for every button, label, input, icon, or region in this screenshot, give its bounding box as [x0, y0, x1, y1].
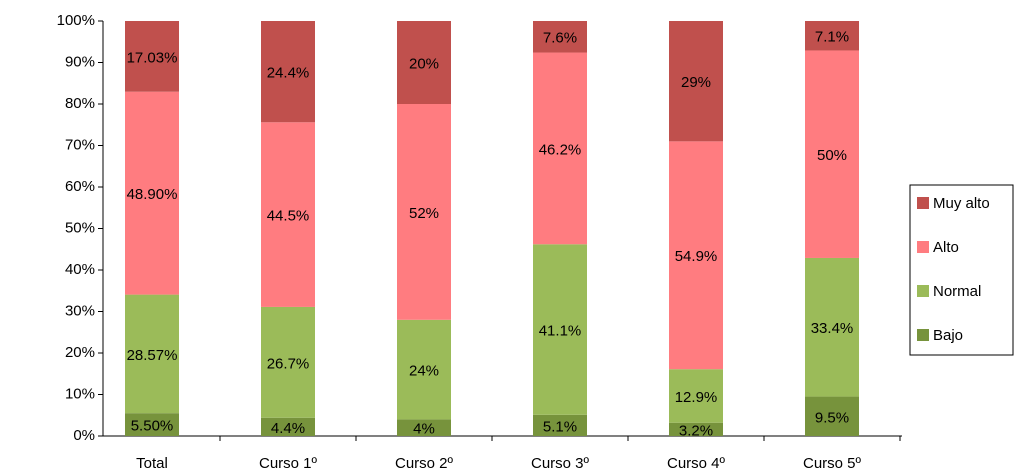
data-label: 44.5%	[267, 208, 310, 225]
bar-segment	[669, 422, 723, 436]
bar-segment	[533, 244, 587, 415]
bar-segment	[125, 413, 179, 436]
data-label: 41.1%	[539, 323, 582, 340]
y-tick-label: 30%	[65, 302, 95, 319]
bar-segment	[397, 21, 451, 104]
bar-segment	[261, 122, 315, 307]
data-label: 20%	[409, 55, 439, 72]
data-label: 52%	[409, 205, 439, 222]
bar-segment	[805, 50, 859, 258]
bar-segment	[397, 319, 451, 420]
bar-segment	[261, 306, 315, 418]
x-tick-label: Curso 5º	[803, 455, 862, 472]
bar-segment	[125, 294, 179, 414]
legend-swatch	[917, 241, 929, 253]
data-label: 24.4%	[267, 65, 310, 82]
y-tick-label: 90%	[65, 53, 95, 70]
bar-segment	[533, 21, 587, 53]
bar-segment	[533, 52, 587, 245]
bar-segment	[397, 104, 451, 320]
y-tick-label: 100%	[57, 12, 95, 29]
y-tick-label: 60%	[65, 178, 95, 195]
data-label: 17.03%	[127, 49, 178, 66]
legend-label: Muy alto	[933, 195, 990, 212]
x-tick-label: Curso 2º	[395, 455, 454, 472]
y-tick-label: 70%	[65, 136, 95, 153]
data-label: 24%	[409, 363, 439, 380]
legend-label: Bajo	[933, 327, 963, 344]
legend-label: Normal	[933, 283, 981, 300]
data-label: 7.1%	[815, 29, 849, 46]
bar-segment	[669, 21, 723, 142]
legend-label: Alto	[933, 239, 959, 256]
bar-segment	[397, 419, 451, 436]
legend-box	[909, 184, 1014, 356]
x-tick-label: Total	[136, 455, 168, 472]
x-tick-label: Curso 3º	[531, 455, 590, 472]
data-label: 50%	[817, 147, 847, 164]
bar-segment	[261, 417, 315, 436]
x-tick-label: Curso 4º	[667, 455, 726, 472]
bar-segment	[669, 141, 723, 370]
data-label: 4.4%	[271, 420, 305, 437]
y-tick-label: 20%	[65, 344, 95, 361]
y-tick-label: 10%	[65, 385, 95, 402]
legend-swatch	[917, 197, 929, 209]
data-label: 33.4%	[811, 320, 854, 337]
bar-segment	[125, 91, 179, 295]
bar-segment	[805, 396, 859, 436]
data-label: 4%	[413, 421, 435, 438]
bar-segment	[805, 257, 859, 397]
bar-segment	[533, 414, 587, 436]
data-label: 28.57%	[127, 347, 178, 364]
data-label: 26.7%	[267, 355, 310, 372]
data-label: 46.2%	[539, 141, 582, 158]
y-tick-label: 50%	[65, 219, 95, 236]
data-label: 29%	[681, 74, 711, 91]
data-label: 7.6%	[543, 30, 577, 47]
bar-segment	[125, 21, 179, 92]
data-label: 12.9%	[675, 389, 718, 406]
data-label: 48.90%	[127, 186, 178, 203]
y-tick-label: 80%	[65, 95, 95, 112]
data-label: 3.2%	[679, 422, 713, 439]
data-label: 54.9%	[675, 248, 718, 265]
data-label: 5.1%	[543, 418, 577, 435]
data-label: 5.50%	[131, 418, 174, 435]
y-tick-label: 40%	[65, 261, 95, 278]
x-tick-label: Curso 1º	[259, 455, 318, 472]
legend-swatch	[917, 329, 929, 341]
data-label: 9.5%	[815, 409, 849, 426]
y-tick-label: 0%	[73, 427, 95, 444]
bar-segment	[805, 21, 859, 51]
bar-segment	[669, 369, 723, 423]
bar-segment	[261, 21, 315, 123]
legend-swatch	[917, 285, 929, 297]
